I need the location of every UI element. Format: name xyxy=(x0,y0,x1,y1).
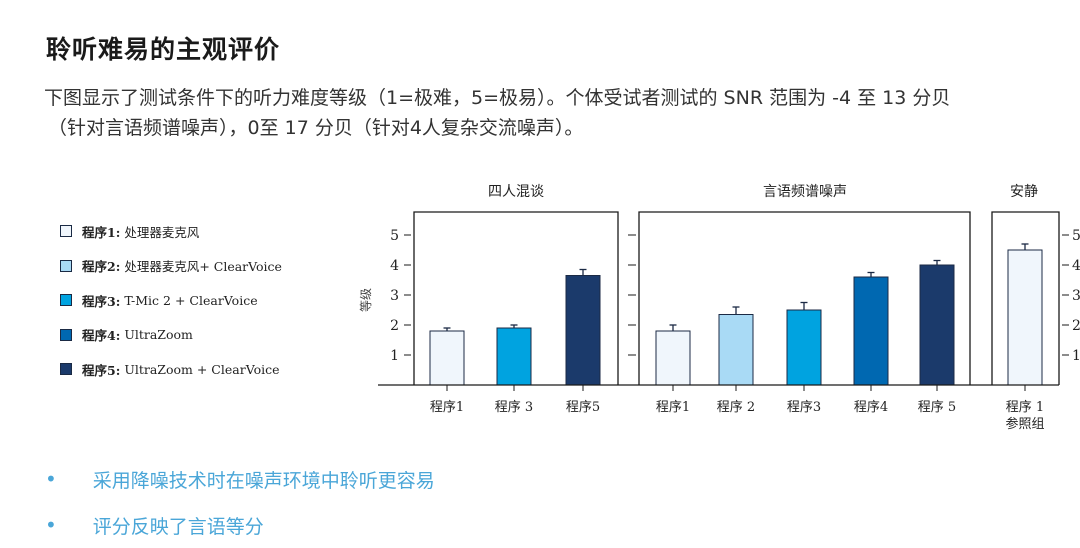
bar xyxy=(429,330,465,386)
x-tick-label: 程序1 xyxy=(656,400,690,415)
legend-swatch xyxy=(60,259,72,272)
chart-legend: 程序1: 处理器麦克风 程序2: 处理器麦克风+ ClearVoice 程序3:… xyxy=(60,214,282,387)
legend-prefix: 程序2: xyxy=(82,259,121,275)
y-tick-label: 5 xyxy=(390,228,399,244)
y-tick-label: 1 xyxy=(390,348,399,364)
panel-frame xyxy=(638,211,971,385)
bar xyxy=(786,309,822,386)
bar xyxy=(718,314,754,386)
bullet-item: • 评分反映了言语等分 xyxy=(45,502,435,548)
description: 下图显示了测试条件下的听力难度等级（1=极难，5=极易）。个体受试者测试的 SN… xyxy=(44,83,1080,143)
legend-item-program-3: 程序3: T-Mic 2 + ClearVoice xyxy=(60,283,282,318)
x-tick-label: 程序5 xyxy=(566,400,600,415)
panel-frame xyxy=(413,211,619,385)
y-tick-label-right: 2 xyxy=(1072,318,1080,334)
bullet-dot-icon: • xyxy=(45,513,57,537)
legend-swatch xyxy=(60,294,72,307)
legend-item-program-1: 程序1: 处理器麦克风 xyxy=(60,214,282,249)
y-tick-label: 2 xyxy=(390,318,399,334)
legend-item-program-5: 程序5: UltraZoom + ClearVoice xyxy=(60,352,282,387)
legend-item-program-4: 程序4: UltraZoom xyxy=(60,318,282,353)
bar xyxy=(496,327,532,386)
page-title: 聆听难易的主观评价 xyxy=(46,35,281,64)
panel-title: 安静 xyxy=(1010,184,1038,200)
legend-label: T-Mic 2 + ClearVoice xyxy=(124,292,258,308)
legend-label: UltraZoom xyxy=(124,327,193,343)
bar xyxy=(565,275,601,386)
y-tick-label-right: 4 xyxy=(1072,258,1080,274)
description-line-1: 下图显示了测试条件下的听力难度等级（1=极难，5=极易）。个体受试者测试的 SN… xyxy=(44,87,951,109)
legend-label: 处理器麦克风+ ClearVoice xyxy=(124,259,282,275)
bullet-text: 采用降噪技术时在噪声环境中聆听更容易 xyxy=(92,469,435,492)
panel-frame xyxy=(991,211,1060,385)
y-tick-label-right: 5 xyxy=(1072,228,1080,244)
x-tick-label: 程序 5 xyxy=(918,400,956,415)
legend-swatch xyxy=(60,363,72,376)
legend-prefix: 程序5: xyxy=(82,362,121,378)
bullet-list: • 采用降噪技术时在噪声环境中聆听更容易 • 评分反映了言语等分 xyxy=(45,456,435,548)
bar xyxy=(853,276,889,386)
legend-prefix: 程序4: xyxy=(82,328,121,344)
y-axis-label: 等级 xyxy=(359,288,373,312)
y-tick-label: 3 xyxy=(390,288,399,304)
legend-swatch xyxy=(60,328,72,341)
x-tick-label: 参照组 xyxy=(1005,416,1044,432)
y-tick-label-right: 3 xyxy=(1072,288,1080,304)
y-tick-label-right: 1 xyxy=(1072,348,1080,364)
panel-title: 四人混谈 xyxy=(488,184,544,200)
panel-title: 言语频谱噪声 xyxy=(763,184,847,200)
bullet-text: 评分反映了言语等分 xyxy=(92,515,264,538)
legend-label: UltraZoom + ClearVoice xyxy=(124,361,280,377)
bar xyxy=(919,264,955,386)
x-tick-label: 程序 3 xyxy=(495,400,533,415)
description-line-2: （针对言语频谱噪声），0至 17 分贝（针对4人复杂交流噪声）。 xyxy=(48,117,584,139)
legend-prefix: 程序3: xyxy=(82,293,121,309)
y-tick-label: 4 xyxy=(390,258,399,274)
legend-prefix: 程序1: xyxy=(82,224,121,240)
x-tick-label: 程序 2 xyxy=(717,400,755,415)
x-tick-label: 程序 1 xyxy=(1006,400,1044,415)
x-tick-label: 程序1 xyxy=(430,400,464,415)
legend-swatch xyxy=(60,225,72,238)
legend-item-program-2: 程序2: 处理器麦克风+ ClearVoice xyxy=(60,249,282,284)
bullet-dot-icon: • xyxy=(45,467,57,491)
bullet-item: • 采用降噪技术时在噪声环境中聆听更容易 xyxy=(45,456,435,502)
bar xyxy=(655,330,691,386)
x-tick-label: 程序3 xyxy=(787,400,821,415)
bar xyxy=(1007,249,1043,386)
x-tick-label: 程序4 xyxy=(854,400,888,415)
legend-label: 处理器麦克风 xyxy=(124,224,200,240)
